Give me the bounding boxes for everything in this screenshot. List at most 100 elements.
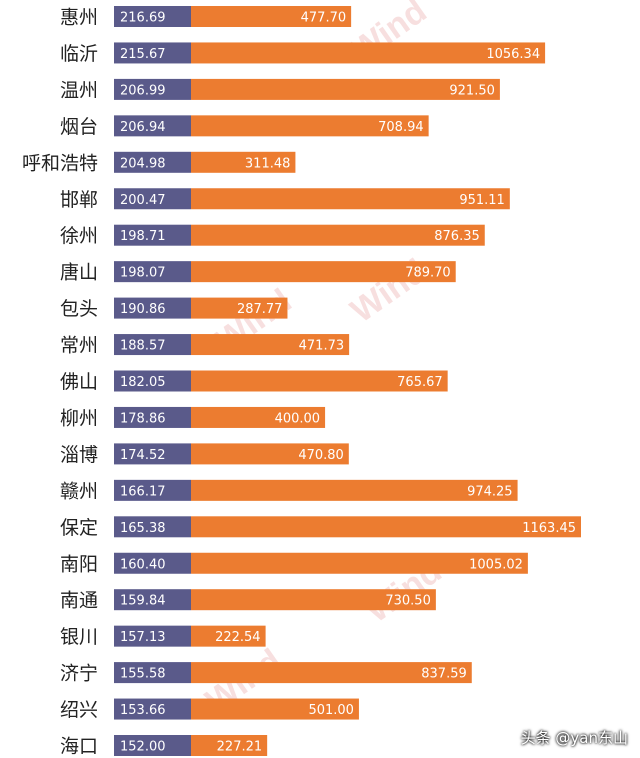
data-label-series1: 165.38: [120, 521, 166, 536]
bar-series2: [191, 224, 485, 246]
data-label-series1: 204.98: [120, 156, 166, 171]
bar-series1: [114, 78, 191, 100]
bar-series2: [191, 552, 528, 574]
data-label-series2: 708.94: [378, 120, 424, 135]
bar-series1: [114, 334, 191, 356]
data-label-series2: 222.54: [215, 630, 261, 645]
bar-series1: [114, 479, 191, 501]
category-label: 邯郸: [60, 189, 98, 211]
data-label-series1: 178.86: [120, 411, 166, 426]
category-label: 保定: [60, 517, 98, 539]
data-label-series1: 198.07: [120, 266, 166, 281]
bar-series1: [114, 406, 191, 428]
category-label: 温州: [60, 79, 98, 101]
bar-series1: [114, 6, 191, 27]
data-label-series2: 470.80: [298, 448, 344, 463]
bar-series2: [191, 6, 352, 27]
data-label-series2: 951.11: [459, 193, 505, 208]
bar-series2: [191, 479, 518, 501]
data-label-series2: 765.67: [397, 375, 443, 390]
bar-series1: [114, 443, 191, 465]
data-label-series2: 311.48: [245, 156, 291, 171]
bar-series1: [114, 115, 191, 137]
data-label-series2: 789.70: [405, 266, 451, 281]
bar-series2: [191, 589, 436, 611]
bar-series2: [191, 42, 546, 64]
category-label: 佛山: [60, 371, 98, 393]
bar-series2: [191, 261, 456, 283]
bar-series2: [191, 625, 266, 647]
category-label: 包头: [60, 298, 98, 320]
bar-series2: [191, 188, 510, 210]
bar-series1: [114, 297, 191, 319]
watermark-layer: WindWindWindWindWind: [199, 0, 449, 720]
bars: 216.69 477.70 215.67 1056.34 206.99 921.50 206…: [114, 6, 581, 756]
data-label-series2: 974.25: [467, 484, 513, 499]
bar-series1: [114, 552, 191, 574]
data-label-series1: 200.47: [120, 193, 166, 208]
data-label-series1: 166.17: [120, 484, 166, 499]
bar-series2: [191, 698, 359, 720]
category-label: 南通: [60, 590, 98, 612]
category-label: 临沂: [60, 43, 98, 65]
data-label-series2: 1005.02: [469, 557, 523, 572]
data-label-series2: 1163.45: [522, 521, 576, 536]
bar-series2: [191, 443, 349, 465]
bar-series1: [114, 589, 191, 611]
category-label: 银川: [60, 626, 98, 648]
data-label-series1: 215.67: [120, 47, 166, 62]
data-label-series2: 400.00: [275, 411, 321, 426]
category-labels: 惠州临沂温州烟台呼和浩特邯郸徐州唐山包头常州佛山柳州淄博赣州保定南阳南通银川济宁…: [22, 7, 98, 758]
data-label-series1: 206.94: [120, 120, 166, 135]
data-label-series2: 471.73: [299, 339, 345, 354]
bar-series1: [114, 625, 191, 647]
bar-series1: [114, 735, 191, 756]
data-label-series2: 876.35: [434, 229, 480, 244]
category-label: 徐州: [60, 225, 98, 247]
bar-series2: [191, 115, 429, 137]
category-label: 海口: [60, 736, 98, 758]
bar-series2: [191, 370, 448, 392]
bar-series2: [191, 735, 268, 756]
data-label-series2: 477.70: [301, 11, 347, 26]
data-label-series1: 157.13: [120, 630, 166, 645]
data-label-series1: 182.05: [120, 375, 166, 390]
bar-series1: [114, 42, 191, 64]
bar-series1: [114, 698, 191, 720]
data-label-series1: 206.99: [120, 83, 166, 98]
category-label: 绍兴: [60, 699, 98, 721]
data-label-series2: 227.21: [217, 740, 263, 755]
data-label-series2: 287.77: [237, 302, 283, 317]
data-label-series2: 1056.34: [486, 47, 540, 62]
bar-series2: [191, 297, 288, 319]
data-label-series1: 190.86: [120, 302, 166, 317]
bar-series2: [191, 151, 296, 173]
data-label-series1: 153.66: [120, 703, 166, 718]
data-label-series1: 198.71: [120, 229, 166, 244]
bar-series1: [114, 662, 191, 684]
data-label-series1: 174.52: [120, 448, 166, 463]
data-label-series1: 216.69: [120, 11, 166, 26]
bar-series2: [191, 78, 500, 100]
category-label: 淄博: [60, 444, 98, 466]
category-label: 南阳: [60, 553, 98, 575]
credit-text: 头条 @yan东山: [520, 729, 628, 747]
data-label-series1: 159.84: [120, 594, 166, 609]
data-label-series1: 160.40: [120, 557, 166, 572]
data-label-series2: 837.59: [421, 667, 467, 682]
bar-series2: [191, 662, 472, 684]
data-label-series2: 501.00: [308, 703, 354, 718]
bar-series2: [191, 516, 581, 538]
category-label: 烟台: [60, 116, 98, 138]
bar-series2: [191, 334, 350, 356]
category-label: 赣州: [60, 480, 98, 502]
category-label: 呼和浩特: [22, 152, 98, 174]
category-label: 常州: [60, 335, 98, 357]
bar-series1: [114, 370, 191, 392]
bar-series1: [114, 516, 191, 538]
data-label-series1: 188.57: [120, 339, 166, 354]
category-label: 唐山: [60, 262, 98, 284]
bar-series1: [114, 151, 191, 173]
bar-series1: [114, 261, 191, 283]
